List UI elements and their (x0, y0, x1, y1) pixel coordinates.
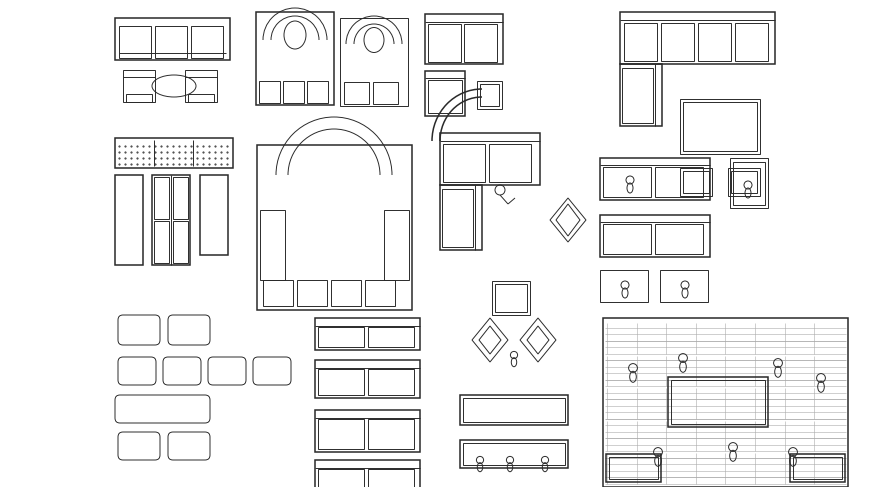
Bar (476, 81, 501, 109)
Bar (282, 81, 303, 103)
Bar (315, 318, 420, 350)
Bar (262, 280, 293, 306)
Bar (600, 158, 709, 200)
Bar (729, 158, 767, 208)
Bar (152, 175, 189, 265)
Bar (115, 138, 233, 168)
Bar (660, 23, 693, 61)
Bar (296, 280, 327, 306)
Bar (600, 270, 647, 302)
Bar (460, 440, 567, 468)
Bar (488, 144, 530, 182)
Bar (428, 80, 461, 113)
Bar (734, 23, 767, 61)
Bar (368, 469, 414, 487)
Bar (680, 99, 760, 154)
Bar (315, 410, 420, 452)
Bar (318, 327, 363, 347)
Bar (733, 162, 764, 205)
Bar (670, 380, 764, 424)
Bar (115, 18, 229, 60)
Bar (623, 23, 656, 61)
Bar (621, 68, 653, 123)
Bar (123, 70, 155, 102)
Bar (730, 171, 756, 193)
Bar (368, 419, 414, 449)
Bar (494, 284, 527, 312)
Bar (255, 12, 334, 105)
Bar (256, 145, 412, 310)
Bar (185, 70, 216, 102)
Bar (680, 168, 711, 196)
Bar (365, 280, 395, 306)
Bar (460, 395, 567, 425)
Bar (462, 398, 564, 422)
Bar (602, 318, 847, 487)
Bar (620, 12, 774, 64)
Bar (428, 24, 461, 62)
Bar (315, 360, 420, 398)
Bar (608, 457, 657, 479)
Bar (368, 369, 414, 395)
Bar (154, 177, 169, 219)
Bar (442, 144, 484, 182)
Bar (600, 215, 709, 257)
Bar (440, 133, 540, 185)
Bar (330, 280, 361, 306)
Bar (462, 443, 564, 465)
Bar (343, 82, 368, 104)
Bar (682, 171, 708, 193)
Bar (173, 177, 188, 219)
Bar (697, 23, 730, 61)
Bar (682, 102, 756, 151)
Bar (200, 175, 228, 255)
Bar (119, 26, 151, 58)
Bar (654, 167, 702, 197)
Bar (191, 26, 222, 58)
Bar (154, 221, 169, 263)
Bar (155, 26, 187, 58)
Bar (440, 185, 481, 250)
Bar (727, 168, 760, 196)
Bar (318, 419, 363, 449)
Bar (383, 210, 408, 280)
Bar (373, 82, 397, 104)
Bar (173, 221, 188, 263)
Bar (441, 189, 473, 247)
Bar (115, 175, 143, 265)
Bar (660, 270, 707, 302)
Bar (606, 454, 660, 482)
Bar (260, 210, 285, 280)
Bar (602, 167, 650, 197)
Bar (315, 460, 420, 487)
Bar (620, 64, 661, 126)
Bar (602, 224, 650, 254)
Bar (492, 281, 529, 315)
Bar (789, 454, 844, 482)
Bar (792, 457, 841, 479)
Bar (667, 377, 767, 427)
Bar (480, 84, 499, 106)
Bar (259, 81, 280, 103)
Bar (126, 94, 152, 102)
Bar (318, 469, 363, 487)
Bar (425, 71, 464, 116)
Bar (654, 224, 702, 254)
Bar (188, 94, 214, 102)
Bar (368, 327, 414, 347)
Bar (307, 81, 328, 103)
Bar (318, 369, 363, 395)
Bar (425, 14, 502, 64)
Bar (340, 18, 408, 106)
Bar (463, 24, 496, 62)
